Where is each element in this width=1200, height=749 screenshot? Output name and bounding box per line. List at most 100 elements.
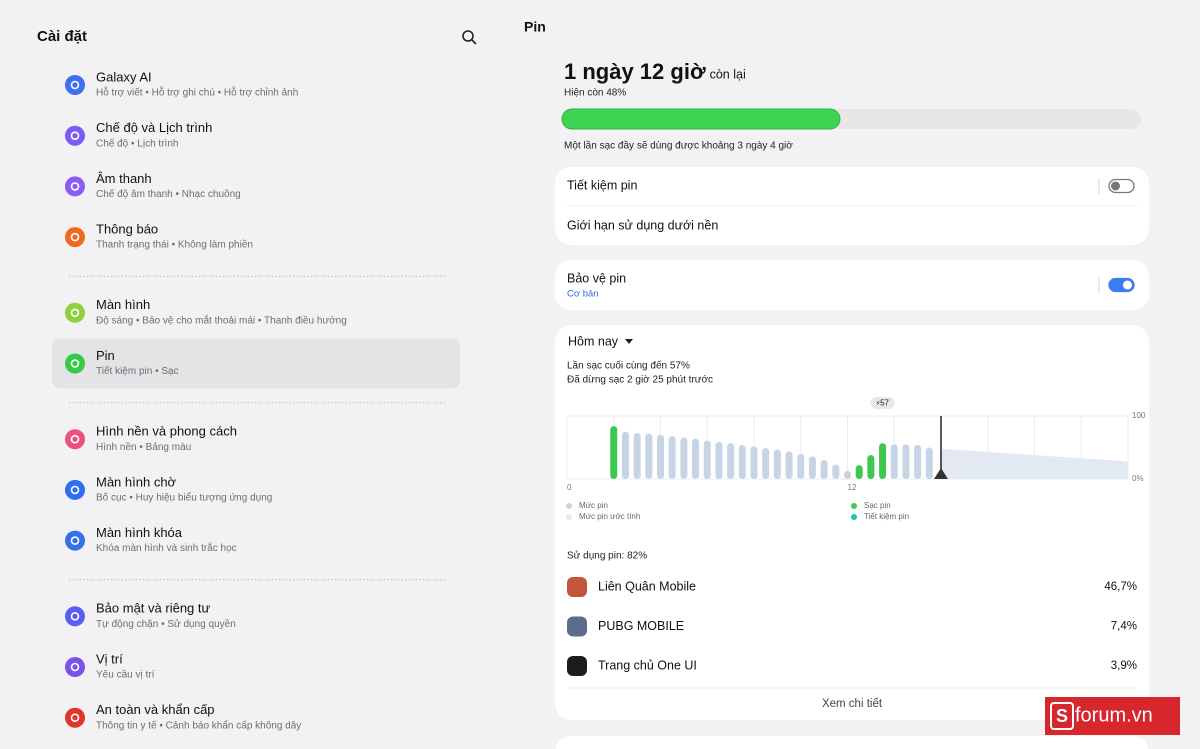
item-icon bbox=[65, 75, 85, 95]
dropdown-arrow[interactable] bbox=[625, 339, 633, 344]
battery-bar bbox=[645, 433, 653, 479]
power-saving-label[interactable]: Tiết kiệm pin bbox=[567, 178, 637, 192]
card bbox=[555, 736, 1149, 749]
battery-bar bbox=[808, 456, 816, 479]
item-icon-glyph bbox=[70, 434, 80, 444]
item-icon-glyph bbox=[70, 232, 80, 242]
item-icon bbox=[65, 302, 85, 323]
item-icon-glyph bbox=[70, 536, 80, 545]
item-title[interactable]: Chế độ và Lịch trình bbox=[96, 120, 212, 135]
item-title[interactable]: Galaxy AI bbox=[96, 69, 152, 84]
battery-bar bbox=[820, 460, 828, 479]
battery-protect-label[interactable]: Bảo vệ pin bbox=[567, 271, 626, 285]
app-name[interactable]: Liên Quân Mobile bbox=[598, 579, 696, 593]
battery-bar bbox=[785, 451, 793, 479]
battery-bar bbox=[832, 464, 840, 479]
charge-badge-bolt: ⚡ bbox=[876, 399, 881, 407]
item-icon bbox=[65, 353, 85, 374]
toggle-knob bbox=[1123, 280, 1132, 290]
period-select[interactable]: Hôm nay bbox=[568, 334, 619, 348]
item-icon-glyph bbox=[70, 182, 80, 191]
item-icon-glyph bbox=[70, 611, 80, 621]
item-title[interactable]: Pin bbox=[96, 348, 115, 363]
battery-bar bbox=[680, 437, 688, 479]
battery-bar bbox=[773, 449, 781, 479]
item-subtitle: Độ sáng • Bảo vệ cho mắt thoải mái • Tha… bbox=[96, 313, 347, 326]
battery-bar bbox=[855, 465, 863, 479]
battery-bar bbox=[797, 453, 805, 479]
app-name[interactable]: PUBG MOBILE bbox=[598, 619, 684, 633]
item-icon-glyph bbox=[70, 80, 80, 90]
battery-bar bbox=[867, 455, 875, 479]
last-charge: Lần sạc cuối cùng đến 57% bbox=[567, 360, 690, 372]
item-icon-glyph bbox=[70, 485, 80, 495]
item-title[interactable]: Màn hình khóa bbox=[96, 525, 183, 540]
now-marker-head bbox=[934, 468, 948, 479]
item-subtitle: Yêu cầu vị trí bbox=[96, 669, 155, 681]
item-icon bbox=[65, 176, 85, 197]
current-level: Hiện còn 48% bbox=[564, 88, 626, 99]
details-button[interactable]: Xem chi tiết bbox=[822, 698, 883, 710]
estimated-area bbox=[941, 448, 1128, 479]
battery-bar bbox=[750, 446, 758, 479]
app-name[interactable]: Trang chủ One UI bbox=[598, 658, 697, 672]
legend-label: Sạc pin bbox=[864, 501, 891, 510]
legend-dot bbox=[566, 514, 572, 520]
item-icon bbox=[65, 429, 85, 450]
item-icon bbox=[65, 125, 85, 146]
selected-row-bg bbox=[52, 338, 460, 389]
card bbox=[555, 325, 1149, 720]
battery-bar bbox=[902, 444, 910, 479]
remaining-suffix: còn lại bbox=[710, 67, 746, 81]
legend-dot bbox=[851, 514, 857, 520]
full-charge-text: Một lần sạc đầy sẽ dùng được khoảng 3 ng… bbox=[564, 140, 793, 152]
toggle-knob bbox=[1111, 181, 1120, 191]
y-tick-label: 100 bbox=[1132, 411, 1146, 420]
battery-bar bbox=[657, 434, 664, 479]
battery-bar bbox=[668, 436, 676, 479]
legend-label: Tiết kiệm pin bbox=[864, 512, 909, 521]
item-icon bbox=[65, 657, 85, 677]
item-title[interactable]: Màn hình chờ bbox=[96, 474, 177, 489]
app-percent: 3,9% bbox=[1111, 660, 1137, 672]
item-title[interactable]: Vị trí bbox=[96, 651, 123, 666]
battery-bar bbox=[879, 443, 887, 479]
background-limit-label[interactable]: Giới hạn sử dụng dưới nền bbox=[567, 218, 718, 232]
legend-dot bbox=[566, 503, 572, 509]
battery-bar bbox=[715, 441, 723, 479]
search-button[interactable] bbox=[462, 30, 477, 45]
item-subtitle: Chế độ • Lịch trình bbox=[96, 137, 178, 149]
item-icon-glyph bbox=[70, 308, 80, 318]
battery-bar bbox=[844, 470, 851, 479]
page-title: Pin bbox=[524, 19, 546, 35]
item-icon-glyph bbox=[70, 713, 80, 723]
item-title[interactable]: Thông báo bbox=[96, 222, 158, 237]
item-title[interactable]: Bảo mật và riêng tư bbox=[96, 601, 210, 616]
item-title[interactable]: Màn hình bbox=[96, 297, 150, 312]
item-icon bbox=[65, 227, 85, 248]
y-tick-label: 0% bbox=[1132, 474, 1144, 483]
x-tick-label: 12 bbox=[848, 483, 857, 492]
legend-dot bbox=[851, 503, 857, 509]
item-subtitle: Hình nền • Bảng màu bbox=[96, 441, 191, 453]
item-icon bbox=[65, 606, 85, 627]
item-title[interactable]: Âm thanh bbox=[96, 171, 152, 186]
battery-bar bbox=[914, 444, 922, 479]
battery-bar bbox=[738, 444, 746, 479]
item-title[interactable]: An toàn và khẩn cấp bbox=[96, 702, 215, 717]
battery-bar bbox=[890, 444, 898, 479]
battery-bar bbox=[621, 431, 629, 479]
item-icon-glyph bbox=[70, 662, 80, 672]
app-percent: 7,4% bbox=[1111, 621, 1137, 633]
charge-badge: 57 bbox=[880, 399, 889, 408]
item-title[interactable]: Hình nền và phong cách bbox=[96, 424, 237, 439]
stopped-charging: Đã dừng sạc 2 giờ 25 phút trước bbox=[567, 375, 713, 386]
app-icon bbox=[567, 577, 587, 597]
legend-label: Mức pin ước tính bbox=[579, 512, 640, 521]
battery-bar bbox=[692, 438, 700, 479]
remaining-time: 1 ngày 12 giờ bbox=[564, 59, 706, 84]
item-icon-glyph bbox=[70, 359, 80, 368]
usage-title: Sử dụng pin: 82% bbox=[567, 550, 647, 562]
